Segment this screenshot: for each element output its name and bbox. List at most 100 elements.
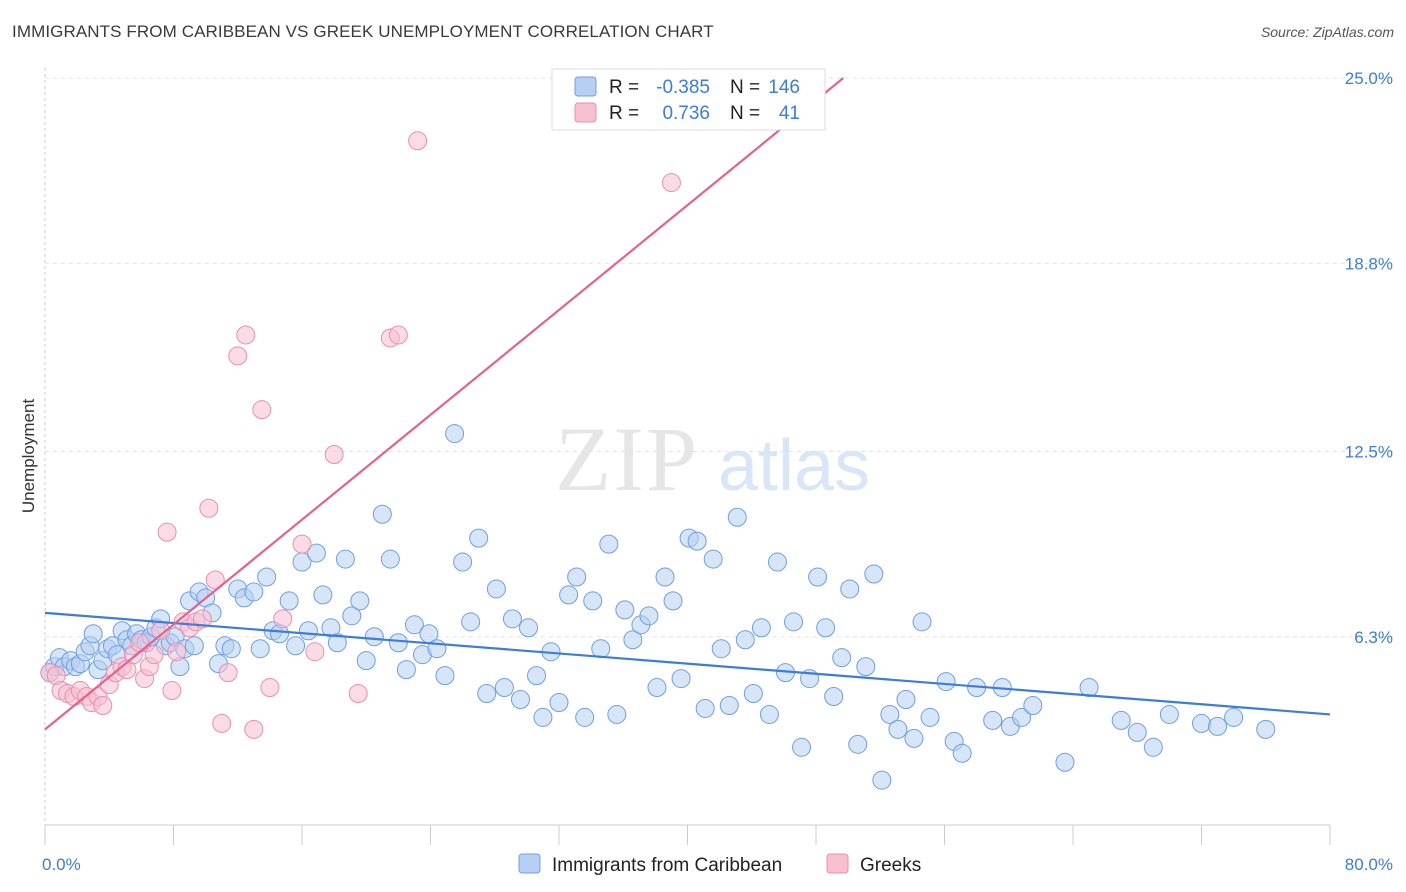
point-caribbean	[327, 633, 347, 653]
point-caribbean	[615, 600, 635, 620]
point-caribbean	[350, 591, 370, 611]
bottom-legend-greeks: Greeks	[860, 855, 921, 876]
point-caribbean	[1055, 752, 1075, 772]
point-caribbean	[864, 564, 884, 584]
point-caribbean	[567, 567, 587, 587]
point-caribbean	[494, 678, 514, 698]
point-caribbean	[469, 528, 489, 548]
point-caribbean	[1192, 713, 1211, 733]
point-caribbean	[533, 707, 553, 727]
point-caribbean	[599, 534, 619, 554]
point-greeks	[408, 131, 428, 151]
point-caribbean	[784, 612, 804, 632]
point-caribbean	[607, 704, 627, 724]
point-greeks	[192, 609, 212, 629]
point-caribbean	[1159, 704, 1179, 724]
point-caribbean	[583, 591, 603, 611]
legend-n-label-1: N =	[730, 77, 760, 98]
point-caribbean	[461, 612, 481, 632]
point-caribbean	[527, 666, 547, 686]
point-caribbean	[719, 695, 739, 715]
point-caribbean	[671, 669, 691, 689]
axes	[44, 68, 1331, 845]
point-caribbean	[257, 567, 277, 587]
point-caribbean	[695, 698, 715, 718]
legend-n-value-2: 41	[779, 103, 800, 124]
point-caribbean	[647, 678, 667, 698]
y-tick-label: 25.0%	[1345, 69, 1393, 88]
point-greeks	[388, 325, 408, 345]
point-caribbean	[872, 770, 892, 790]
point-greeks	[252, 400, 272, 420]
point-caribbean	[306, 543, 326, 563]
bottom-swatch-caribbean	[518, 853, 541, 874]
watermark-atlas: atlas	[718, 426, 870, 506]
point-caribbean	[663, 591, 683, 611]
point-caribbean	[1143, 737, 1163, 757]
point-greeks	[167, 642, 187, 662]
point-caribbean	[952, 743, 972, 763]
point-caribbean	[335, 549, 355, 569]
point-caribbean	[896, 690, 916, 710]
point-caribbean	[435, 666, 455, 686]
point-caribbean	[453, 552, 473, 572]
trendline-greeks	[44, 77, 845, 731]
trend-lines	[44, 77, 1331, 731]
point-caribbean	[832, 648, 852, 668]
chart-title: IMMIGRANTS FROM CARIBBEAN VS GREEK UNEMP…	[12, 22, 714, 41]
series-legend: Immigrants from Caribbean Greeks	[518, 853, 921, 876]
x-tick-label-min: 0.0%	[42, 855, 81, 874]
point-greeks	[273, 609, 293, 629]
point-caribbean	[639, 606, 659, 626]
point-caribbean	[735, 630, 755, 650]
x-tick-label-max: 80.0%	[1345, 855, 1393, 874]
point-caribbean	[1012, 707, 1032, 727]
point-caribbean	[808, 567, 828, 587]
point-caribbean	[792, 737, 812, 757]
y-tick-label: 6.3%	[1354, 628, 1393, 647]
point-greeks	[199, 498, 219, 518]
legend-r-label-2: R =	[609, 103, 639, 124]
point-greeks	[228, 346, 248, 366]
point-caribbean	[549, 692, 569, 712]
point-caribbean	[711, 639, 731, 659]
point-greeks	[661, 173, 681, 193]
point-caribbean	[920, 707, 940, 727]
point-caribbean	[880, 704, 900, 724]
point-caribbean	[816, 618, 836, 638]
point-caribbean	[372, 504, 392, 524]
point-caribbean	[518, 618, 538, 638]
point-caribbean	[751, 618, 771, 638]
legend-n-label-2: N =	[730, 103, 760, 124]
point-caribbean	[759, 704, 779, 724]
point-caribbean	[743, 684, 763, 704]
point-caribbean	[221, 639, 241, 659]
point-caribbean	[250, 639, 270, 659]
point-caribbean	[983, 710, 1003, 730]
point-caribbean	[824, 687, 844, 707]
point-caribbean	[575, 707, 595, 727]
legend-swatch-caribbean	[574, 76, 597, 97]
point-caribbean	[313, 585, 333, 605]
point-caribbean	[655, 567, 675, 587]
point-caribbean	[380, 549, 400, 569]
watermark-zip: ZIP	[555, 408, 699, 510]
point-greeks	[130, 633, 150, 653]
point-greeks	[144, 645, 164, 665]
point-caribbean	[388, 633, 408, 653]
trendline-caribbean	[44, 611, 1331, 716]
point-caribbean	[623, 630, 643, 650]
point-caribbean	[244, 582, 264, 602]
point-greeks	[157, 522, 177, 542]
legend-r-value-1: -0.385	[656, 77, 710, 98]
point-greeks	[218, 663, 238, 683]
point-greeks	[324, 444, 344, 464]
point-greeks	[260, 678, 280, 698]
point-caribbean	[1079, 678, 1099, 698]
legend-swatch-greeks	[574, 102, 597, 123]
point-caribbean	[477, 684, 497, 704]
series-caribbean	[40, 424, 1276, 790]
point-greeks	[236, 325, 256, 345]
legend-r-value-2: 0.736	[662, 103, 710, 124]
